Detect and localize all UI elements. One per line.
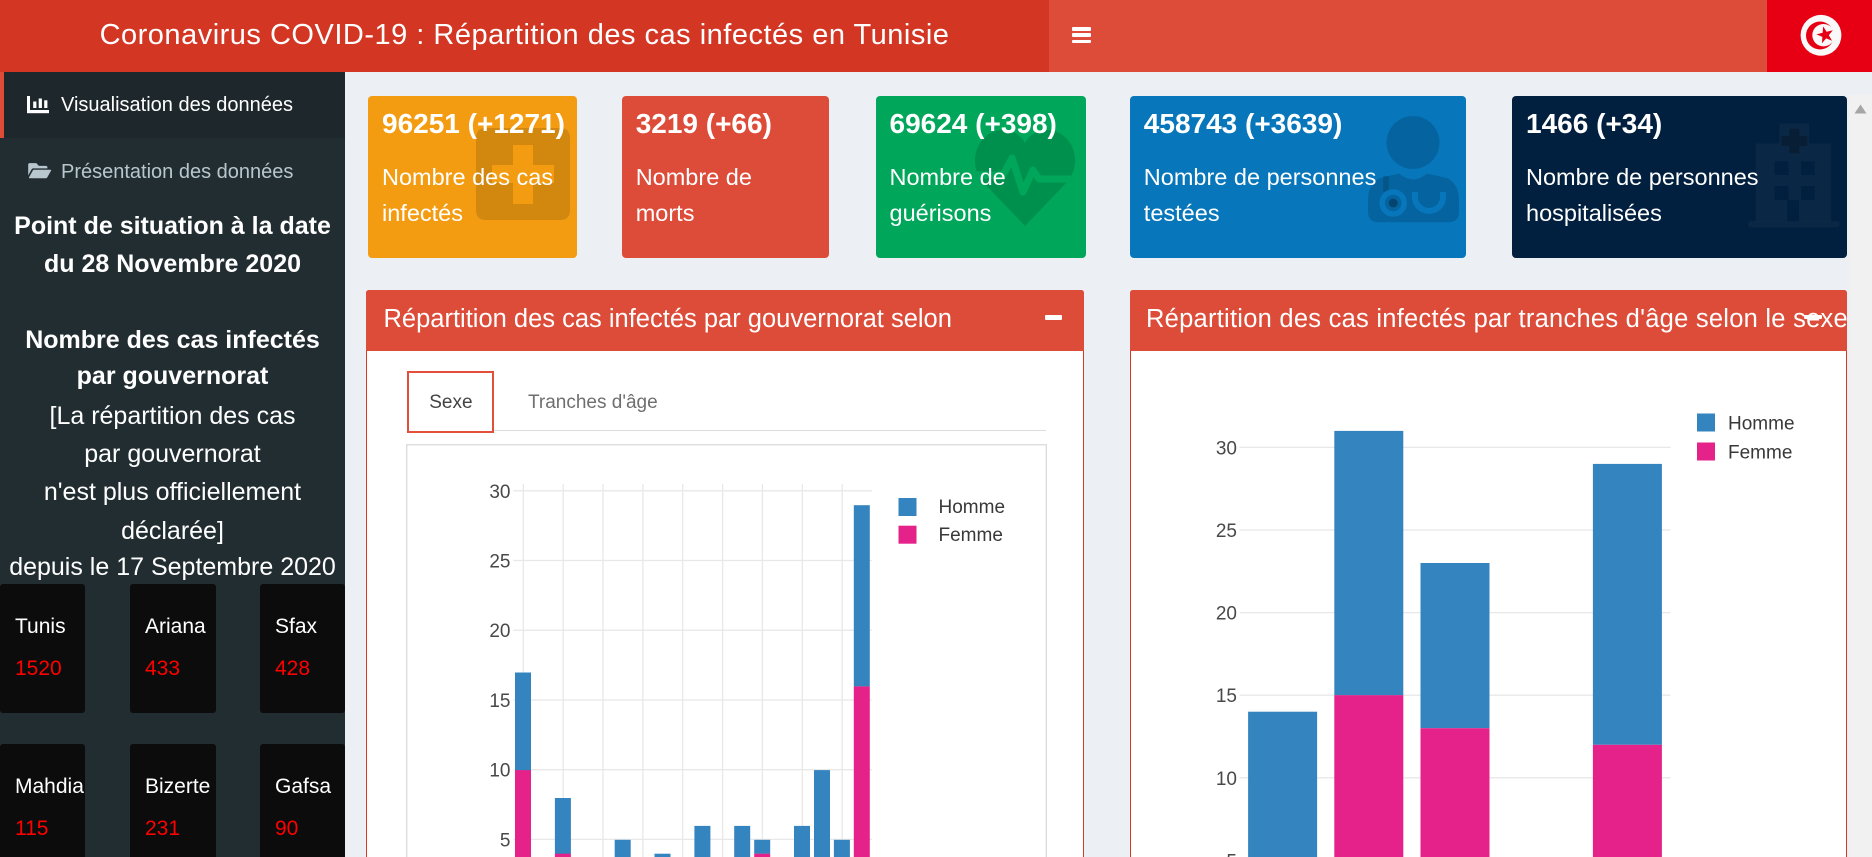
- svg-text:15: 15: [1215, 686, 1236, 707]
- svg-text:25: 25: [1215, 521, 1236, 542]
- svg-text:30: 30: [489, 482, 510, 503]
- svg-text:Homme: Homme: [1728, 414, 1795, 435]
- svg-text:5: 5: [1226, 851, 1237, 857]
- svg-text:Homme: Homme: [938, 497, 1005, 518]
- svg-text:Femme: Femme: [1728, 443, 1792, 464]
- svg-text:10: 10: [489, 761, 510, 782]
- svg-text:20: 20: [489, 621, 510, 642]
- svg-text:10: 10: [1215, 769, 1236, 790]
- svg-text:Femme: Femme: [938, 525, 1002, 546]
- svg-text:5: 5: [499, 830, 510, 851]
- svg-text:20: 20: [1215, 604, 1236, 625]
- svg-text:25: 25: [489, 552, 510, 573]
- svg-text:15: 15: [489, 691, 510, 712]
- svg-text:30: 30: [1215, 438, 1236, 459]
